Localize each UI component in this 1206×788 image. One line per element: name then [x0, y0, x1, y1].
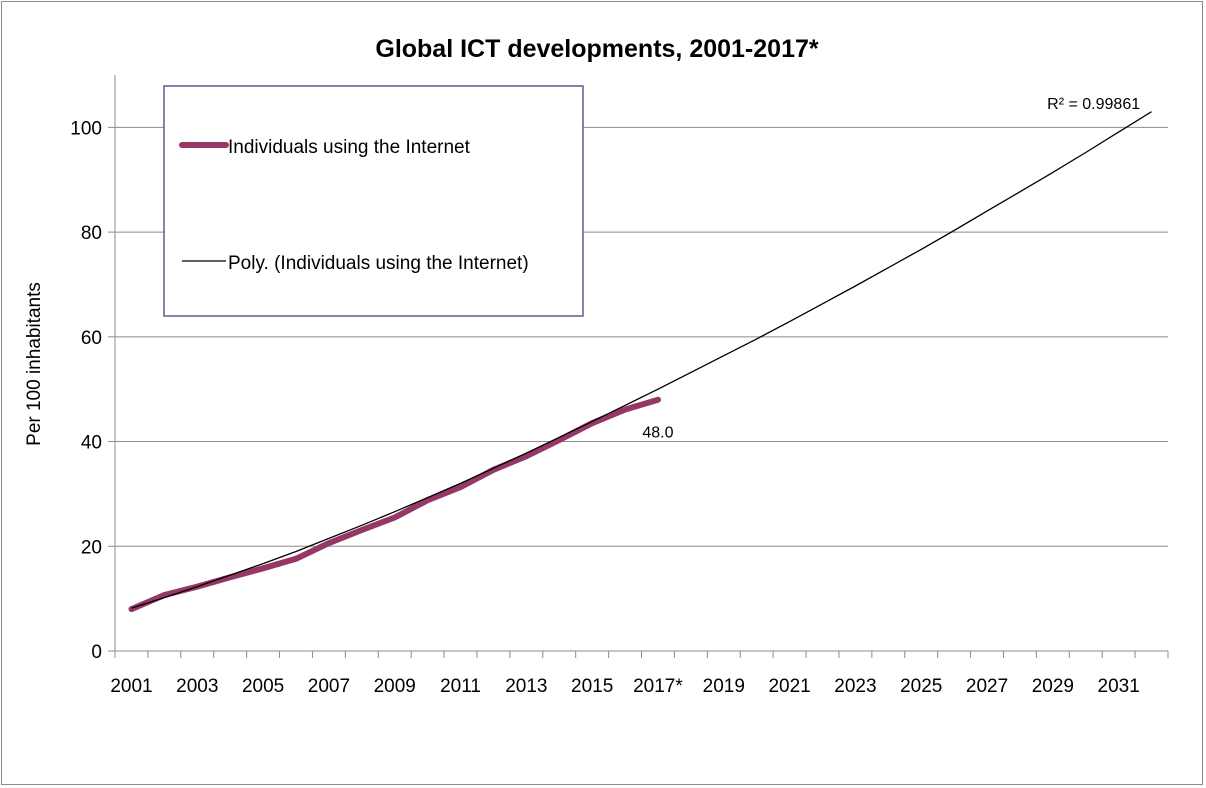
axes [114, 75, 1169, 658]
x-tick-label-2021: 2021 [768, 676, 810, 697]
legend-box [163, 85, 584, 317]
x-tick-label-2023: 2023 [834, 676, 876, 697]
x-tick-label-2031: 2031 [1098, 676, 1140, 697]
x-tick-label-2015: 2015 [571, 676, 613, 697]
x-tick-labels: 2001 2003 2005 2007 2009 2011 2013 2015 2017* 201… [110, 676, 1139, 697]
y-tick-label-0: 0 [91, 642, 102, 663]
r-squared-label: R² = 0.99861 [1047, 96, 1140, 113]
x-tick-label-2003: 2003 [176, 676, 218, 697]
series-group [128, 111, 1152, 613]
x-tick-label-2005: 2005 [242, 676, 284, 697]
series-line-trendline [131, 111, 1152, 609]
x-tick-label-2009: 2009 [374, 676, 416, 697]
y-tick-label-80: 80 [81, 223, 102, 244]
x-tick-label-2029: 2029 [1032, 676, 1074, 697]
y-tick-label-100: 100 [70, 118, 102, 139]
annotations: 48.0 R² = 0.99861 [642, 96, 1140, 442]
legend: Individuals using the Internet Poly. (In… [163, 85, 584, 317]
x-tick-label-2013: 2013 [505, 676, 547, 697]
y-tick-label-40: 40 [81, 433, 102, 454]
x-tick-label-2019: 2019 [703, 676, 745, 697]
y-axis-label: Per 100 inhabitants [24, 282, 45, 446]
data-label-2017: 48.0 [642, 425, 673, 442]
y-tick-labels: 0 20 40 60 80 100 [70, 118, 102, 663]
legend-label-trendline: Poly. (Individuals using the Internet) [228, 253, 529, 274]
y-tick-label-20: 20 [81, 537, 102, 558]
x-tick-label-2027: 2027 [966, 676, 1008, 697]
x-tick-label-2017: 2017* [633, 676, 683, 697]
chart-title: Global ICT developments, 2001-2017* [375, 35, 818, 63]
legend-label-internet: Individuals using the Internet [228, 137, 471, 158]
y-tick-label-60: 60 [81, 328, 102, 349]
x-tick-label-2007: 2007 [308, 676, 350, 697]
x-tick-label-2011: 2011 [440, 676, 481, 697]
series-line-internet [128, 396, 661, 613]
x-tick-label-2001: 2001 [110, 676, 152, 697]
x-tick-label-2025: 2025 [900, 676, 942, 697]
